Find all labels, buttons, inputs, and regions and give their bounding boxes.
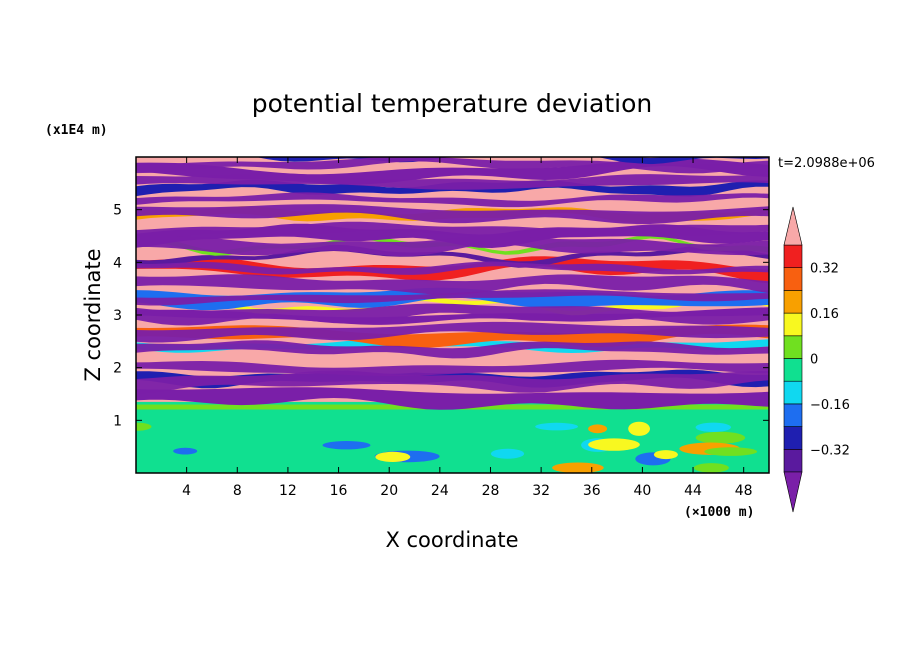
contour-band: [136, 287, 769, 311]
x-tick-label: 48: [735, 483, 753, 499]
colorbar-top-arrow: [783, 206, 803, 246]
x-axis-unit: (×1000 m): [684, 505, 754, 520]
contour-band: [136, 192, 769, 208]
colorbar-label: −0.16: [810, 398, 850, 413]
contour-band: [136, 340, 769, 359]
x-tick-label: 20: [380, 483, 398, 499]
y-tick-label: 4: [113, 255, 122, 271]
field-patch: [552, 462, 604, 473]
colorbar-segment: [783, 267, 803, 291]
contour-band: [136, 261, 769, 275]
colorbar-label: 0: [810, 353, 818, 368]
x-tick-label: 16: [330, 483, 348, 499]
colorbar-segment: [783, 244, 803, 269]
x-axis: 4 8 12 16 20 24 28 32 36 40 44 48: [182, 157, 753, 499]
field-patch: [704, 447, 758, 456]
plot-area: [136, 157, 769, 473]
x-tick-label: 40: [633, 483, 651, 499]
field-patch: [695, 431, 746, 444]
colorbar-segment: [783, 358, 803, 382]
field-patch: [136, 422, 152, 431]
y-axis-label: Z coordinate: [81, 248, 105, 381]
x-axis-label: X coordinate: [385, 528, 518, 552]
contour-band: [136, 359, 769, 376]
colorbar-segment: [783, 380, 803, 405]
colorbar-bottom-arrow: [783, 471, 803, 513]
chart-title: potential temperature deviation: [252, 89, 652, 118]
contour-band: [136, 235, 769, 257]
field-patch: [653, 450, 678, 460]
y-tick-label: 5: [113, 203, 122, 219]
field-patch: [516, 439, 559, 453]
contour-band: [136, 387, 769, 410]
contour-band: [136, 274, 769, 295]
x-tick-label: 44: [684, 483, 702, 499]
colorbar: 0.32 0.16 0 −0.16 −0.32: [783, 206, 850, 513]
colorbar-segment: [783, 312, 803, 337]
contour-band: [136, 204, 769, 225]
contour-band: [136, 370, 769, 394]
field-patch: [588, 438, 640, 451]
contour-band: [136, 221, 769, 241]
field-patch: [695, 422, 731, 432]
y-axis-unit: (x1E4 m): [45, 123, 108, 138]
x-tick-label: 32: [532, 483, 550, 499]
field-patch: [322, 441, 371, 450]
contour-band: [136, 307, 769, 325]
field-patch: [490, 448, 525, 459]
y-axis: 1 2 3 4 5: [113, 203, 769, 429]
contour-band: [136, 173, 769, 190]
lower-layer: [136, 404, 769, 473]
x-tick-label: 36: [583, 483, 601, 499]
contour-band: [136, 303, 769, 326]
colorbar-segment: [783, 448, 803, 473]
field-patch: [173, 447, 198, 455]
field-patch: [375, 451, 411, 462]
x-tick-label: 12: [279, 483, 297, 499]
colorbar-segment: [783, 403, 803, 427]
field-patch: [628, 421, 650, 436]
field-patch: [471, 442, 510, 451]
y-tick-label: 2: [113, 361, 122, 377]
field-patch: [588, 424, 608, 434]
y-tick-label: 1: [113, 413, 122, 429]
x-tick-label: 28: [482, 483, 500, 499]
x-tick-label: 8: [233, 483, 242, 499]
field-patch: [535, 422, 578, 431]
x-tick-label: 4: [182, 483, 191, 499]
x-tick-label: 24: [431, 483, 449, 499]
contour-band: [136, 289, 769, 306]
contour-bands: [136, 157, 769, 473]
contour-band: [136, 345, 769, 374]
time-label: t=2.0988e+06: [778, 156, 875, 171]
colorbar-label: 0.32: [810, 262, 839, 277]
colorbar-segment: [783, 426, 803, 450]
colorbar-label: 0.16: [810, 307, 839, 322]
y-tick-label: 3: [113, 308, 122, 324]
contour-band: [136, 321, 769, 343]
colorbar-label: −0.32: [810, 443, 850, 458]
contour-band: [136, 157, 769, 174]
colorbar-segment: [783, 290, 803, 314]
field-patch: [693, 463, 729, 473]
colorbar-segment: [783, 335, 803, 359]
